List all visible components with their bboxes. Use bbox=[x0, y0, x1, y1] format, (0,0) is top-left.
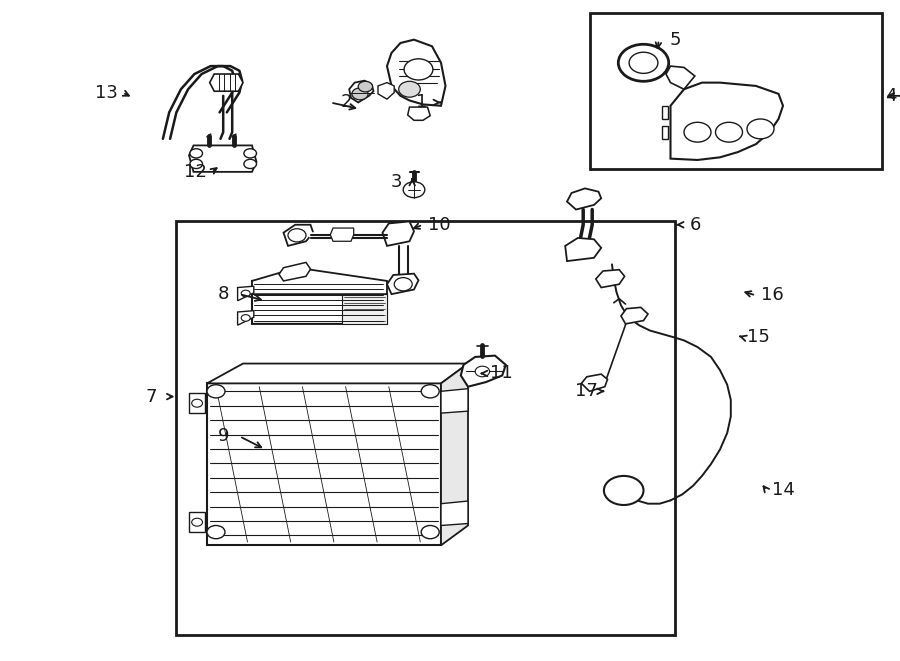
Polygon shape bbox=[252, 268, 387, 294]
Polygon shape bbox=[252, 281, 387, 324]
Polygon shape bbox=[207, 383, 441, 545]
Polygon shape bbox=[670, 83, 783, 160]
Text: 13: 13 bbox=[94, 83, 118, 102]
Circle shape bbox=[244, 159, 256, 169]
Circle shape bbox=[244, 149, 256, 158]
Text: 16: 16 bbox=[760, 286, 784, 305]
Polygon shape bbox=[441, 364, 468, 545]
Circle shape bbox=[192, 399, 202, 407]
Text: 12: 12 bbox=[184, 163, 207, 181]
Circle shape bbox=[399, 81, 420, 97]
Polygon shape bbox=[378, 83, 394, 99]
Polygon shape bbox=[461, 356, 506, 387]
Text: 17: 17 bbox=[575, 382, 598, 401]
Polygon shape bbox=[441, 501, 468, 525]
Polygon shape bbox=[349, 81, 373, 102]
Polygon shape bbox=[330, 228, 354, 241]
Text: 5: 5 bbox=[670, 30, 680, 49]
Circle shape bbox=[403, 182, 425, 198]
Text: 9: 9 bbox=[218, 427, 229, 446]
Text: 2: 2 bbox=[341, 93, 352, 112]
Circle shape bbox=[288, 229, 306, 242]
Polygon shape bbox=[189, 145, 256, 172]
Polygon shape bbox=[279, 262, 310, 281]
Polygon shape bbox=[596, 270, 625, 288]
Polygon shape bbox=[666, 66, 695, 89]
Circle shape bbox=[604, 476, 644, 505]
Circle shape bbox=[629, 52, 658, 73]
Polygon shape bbox=[621, 307, 648, 324]
Polygon shape bbox=[342, 294, 387, 324]
Polygon shape bbox=[408, 107, 430, 120]
Polygon shape bbox=[207, 364, 468, 383]
Circle shape bbox=[352, 88, 368, 100]
Text: 7: 7 bbox=[146, 387, 157, 406]
Circle shape bbox=[394, 278, 412, 291]
Text: 15: 15 bbox=[747, 328, 770, 346]
Text: 8: 8 bbox=[218, 285, 229, 303]
Circle shape bbox=[192, 518, 202, 526]
Circle shape bbox=[241, 290, 250, 297]
Text: 4: 4 bbox=[886, 87, 896, 105]
Polygon shape bbox=[284, 225, 313, 246]
Text: 11: 11 bbox=[490, 364, 513, 383]
Text: 14: 14 bbox=[771, 481, 795, 500]
Polygon shape bbox=[189, 512, 205, 532]
Circle shape bbox=[404, 59, 433, 80]
Text: 6: 6 bbox=[690, 215, 701, 234]
Polygon shape bbox=[387, 274, 418, 294]
Circle shape bbox=[241, 315, 250, 321]
Circle shape bbox=[358, 81, 373, 92]
Circle shape bbox=[475, 366, 490, 377]
Polygon shape bbox=[565, 238, 601, 261]
Circle shape bbox=[684, 122, 711, 142]
Circle shape bbox=[207, 525, 225, 539]
Circle shape bbox=[747, 119, 774, 139]
Polygon shape bbox=[387, 40, 446, 106]
Circle shape bbox=[190, 149, 203, 158]
Circle shape bbox=[421, 385, 439, 398]
Circle shape bbox=[716, 122, 742, 142]
Circle shape bbox=[618, 44, 669, 81]
Circle shape bbox=[421, 525, 439, 539]
Polygon shape bbox=[441, 389, 468, 413]
Polygon shape bbox=[382, 221, 414, 246]
Circle shape bbox=[207, 385, 225, 398]
Text: 3: 3 bbox=[391, 173, 401, 191]
Polygon shape bbox=[567, 188, 601, 210]
Polygon shape bbox=[662, 126, 668, 139]
FancyBboxPatch shape bbox=[176, 221, 675, 635]
Text: 1: 1 bbox=[416, 93, 427, 112]
Polygon shape bbox=[238, 286, 254, 301]
Text: 10: 10 bbox=[428, 215, 451, 234]
Polygon shape bbox=[210, 74, 243, 91]
FancyBboxPatch shape bbox=[590, 13, 882, 169]
Polygon shape bbox=[238, 311, 254, 325]
Polygon shape bbox=[581, 374, 608, 391]
Polygon shape bbox=[189, 393, 205, 413]
Circle shape bbox=[190, 159, 203, 169]
Polygon shape bbox=[662, 106, 668, 119]
